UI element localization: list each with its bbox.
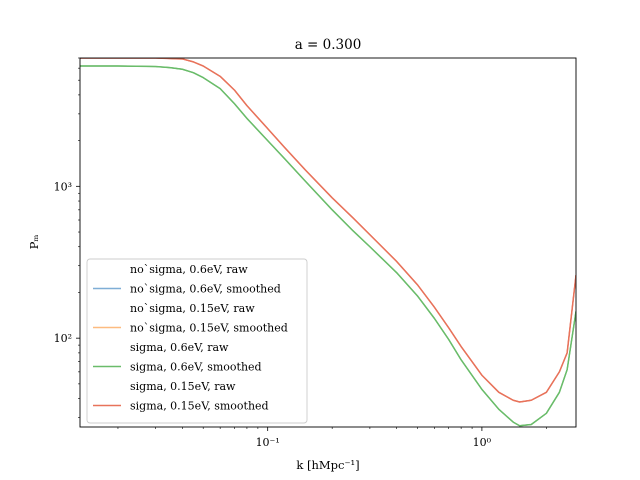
x-axis-label: k [hMpc⁻¹] — [296, 458, 359, 472]
series-line-7 — [80, 58, 576, 403]
plot-frame — [79, 57, 577, 428]
y-tick-label: 10² — [54, 332, 72, 345]
legend-label: no`sigma, 0.15eV, smoothed — [130, 322, 288, 335]
legend: no`sigma, 0.6eV, raw no`sigma, 0.6eV, smo… — [86, 258, 308, 424]
y-tick-label: 10³ — [54, 180, 72, 193]
chart-title: a = 0.300 — [295, 37, 362, 53]
legend-label: no`sigma, 0.15eV, raw — [130, 302, 255, 315]
legend-label: no`sigma, 0.6eV, raw — [130, 263, 248, 276]
legend-box — [86, 258, 308, 424]
axis-ticks: 10⁻¹ 10⁰ 10² 10³ — [54, 57, 547, 449]
series-lines — [80, 58, 576, 427]
y-axis-label: Pₘ — [27, 235, 41, 250]
x-tick-label: 10⁻¹ — [256, 436, 280, 449]
legend-label: sigma, 0.6eV, smoothed — [130, 361, 262, 374]
legend-label: sigma, 0.15eV, raw — [130, 380, 236, 393]
x-tick-label: 10⁰ — [473, 436, 492, 449]
legend-label: sigma, 0.15eV, smoothed — [130, 400, 269, 413]
series-line-5 — [80, 65, 576, 427]
legend-label: sigma, 0.6eV, raw — [130, 341, 229, 354]
legend-label: no`sigma, 0.6eV, smoothed — [130, 283, 281, 296]
